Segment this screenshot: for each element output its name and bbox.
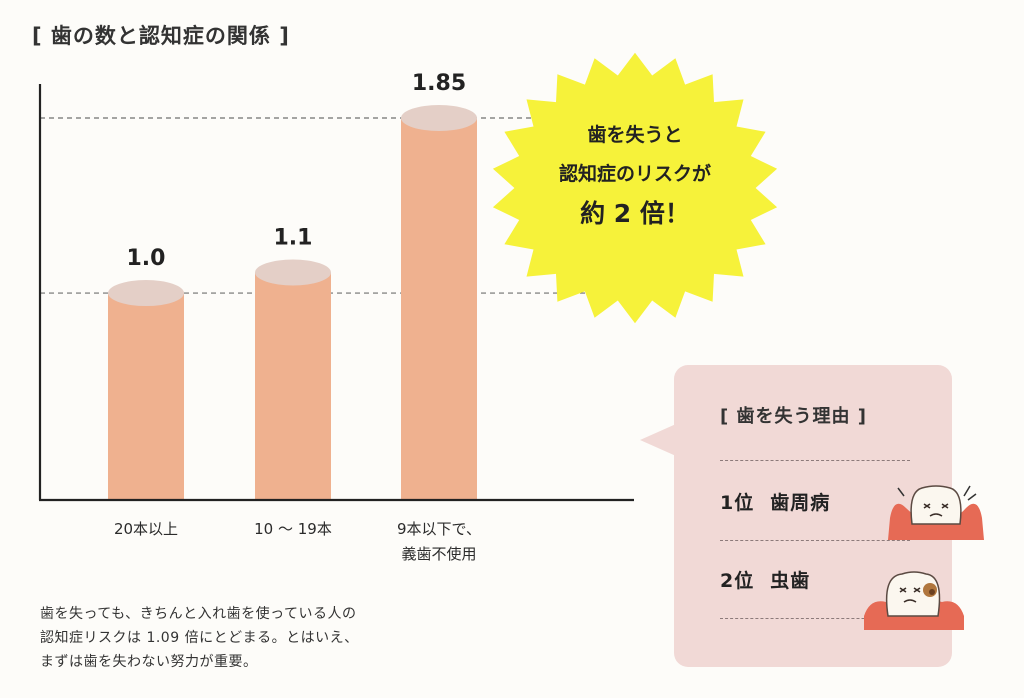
callout-line-3: 約 2 倍！ <box>580 199 690 228</box>
cavity-tooth-illustration <box>864 571 964 630</box>
reason-row-1: 1位 歯周病 <box>720 488 830 515</box>
periodontal-tooth-illustration <box>888 485 984 540</box>
x-tick-label: 10 ～ 19本 <box>254 520 332 538</box>
callout-line-1: 歯を失うと <box>587 124 683 146</box>
speech-bubble-tail <box>640 424 676 456</box>
starburst-callout <box>492 52 778 324</box>
starburst-shape <box>492 52 778 324</box>
footnote: 歯を失っても、きちんと入れ歯を使っている人の 認知症リスクは 1.09 倍にとど… <box>40 602 359 674</box>
reasons-title: [ 歯を失う理由 ] <box>720 406 867 427</box>
chart-title: [ 歯の数と認知症の関係 ] <box>32 24 290 48</box>
bar-top <box>255 259 331 286</box>
bar <box>108 293 184 499</box>
reason-rank: 1位 <box>720 492 755 514</box>
data-label: 1.0 <box>127 246 166 271</box>
data-label: 1.1 <box>274 225 313 250</box>
dashed-divider <box>720 460 910 461</box>
bar <box>401 118 477 499</box>
reason-label: 虫歯 <box>770 570 811 592</box>
callout-line-2: 認知症のリスクが <box>558 163 711 185</box>
bar <box>255 272 331 499</box>
footnote-line: 歯を失っても、きちんと入れ歯を使っている人の <box>40 606 357 622</box>
x-tick-label: 9本以下で、 <box>397 520 481 538</box>
bar-top <box>108 280 184 307</box>
footnote-line: 認知症リスクは 1.09 倍にとどまる。とはいえ、 <box>40 630 359 646</box>
dashed-divider <box>720 540 910 541</box>
dashed-divider <box>720 618 910 619</box>
footnote-line: まずは歯を失わない努力が重要。 <box>40 654 258 670</box>
reason-label: 歯周病 <box>770 492 831 514</box>
reason-rank: 2位 <box>720 570 755 592</box>
callout-text: 歯を失うと 認知症のリスクが 約 2 倍！ <box>490 116 780 233</box>
x-tick-label: 20本以上 <box>114 520 178 538</box>
reason-row-2: 2位 虫歯 <box>720 566 810 593</box>
data-label: 1.85 <box>412 71 466 96</box>
x-tick-label: 義歯不使用 <box>401 545 476 563</box>
bar-top <box>401 105 477 131</box>
